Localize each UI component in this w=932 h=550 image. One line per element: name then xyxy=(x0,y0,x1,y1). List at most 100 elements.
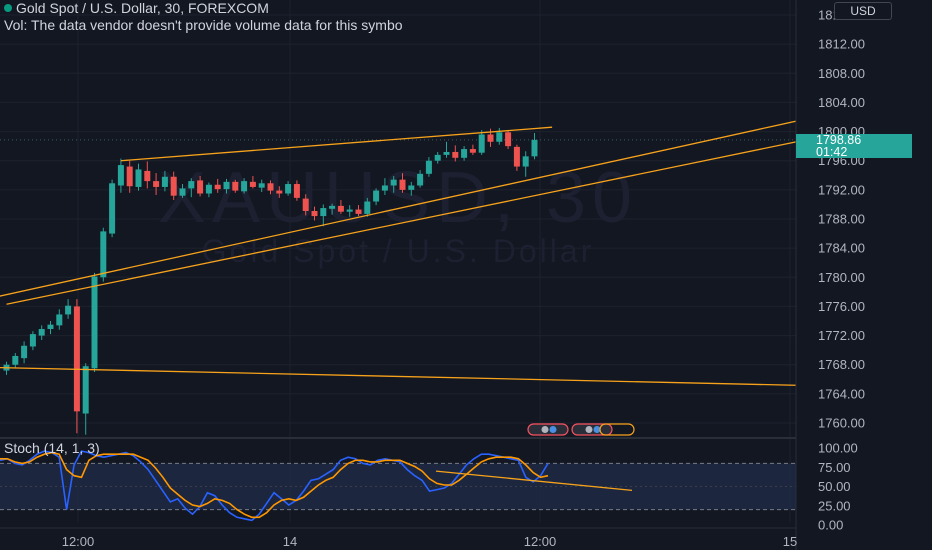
price-tick-label: 1784.00 xyxy=(818,241,865,256)
price-tick-label: 1792.00 xyxy=(818,182,865,197)
price-tick-label: 1788.00 xyxy=(818,212,865,227)
candle-body xyxy=(364,201,371,214)
candle-body xyxy=(452,151,459,158)
candle-body xyxy=(117,165,124,186)
candle-body xyxy=(285,184,292,194)
price-tick-label: 1768.00 xyxy=(818,357,865,372)
candle-body xyxy=(513,146,520,167)
flag-marker-dot xyxy=(541,426,549,433)
candle-body xyxy=(100,231,107,278)
candle-body xyxy=(135,169,142,187)
candle-body xyxy=(461,149,468,158)
candle-body xyxy=(408,185,415,190)
candle-body xyxy=(170,176,177,196)
time-tick-label: 14 xyxy=(283,534,297,549)
candle-body xyxy=(496,132,503,142)
candle-body xyxy=(373,190,380,202)
lower-channel-line xyxy=(6,135,826,305)
trend-drawings xyxy=(0,114,887,388)
bar-countdown: 01:42 xyxy=(816,145,848,159)
candle-body xyxy=(197,180,204,194)
candle-body xyxy=(381,185,388,191)
candle-body xyxy=(443,151,450,155)
candle-body xyxy=(91,276,98,369)
flag-marker-dot xyxy=(585,426,593,433)
candle-body xyxy=(346,209,353,212)
price-tick-label: 1780.00 xyxy=(818,270,865,285)
last-price-label: 1798.86 01:42 xyxy=(796,134,912,158)
candle-body xyxy=(144,170,151,182)
candle-body xyxy=(249,181,256,187)
price-tick-label: 1808.00 xyxy=(818,66,865,81)
upper-trendline-top xyxy=(120,126,553,162)
candle-body xyxy=(293,184,300,198)
candle-body xyxy=(188,181,195,189)
candle-body xyxy=(505,132,512,147)
price-tick-label: 1760.00 xyxy=(818,416,865,431)
stoch-tick-label: 75.00 xyxy=(818,460,851,475)
candle-body xyxy=(241,181,248,192)
candle-body xyxy=(179,188,186,196)
candle-body xyxy=(417,173,424,186)
candle-body xyxy=(47,324,54,330)
price-tick-label: 1764.00 xyxy=(818,386,865,401)
candle-body xyxy=(126,166,133,187)
candle-body xyxy=(487,134,494,142)
candle-body xyxy=(267,183,274,191)
stoch-series-d xyxy=(0,451,549,519)
price-tick-label: 1772.00 xyxy=(818,328,865,343)
time-tick-label: 12:00 xyxy=(62,534,95,549)
stoch-trendline xyxy=(435,470,633,491)
grid-lines xyxy=(0,0,796,522)
price-axis-bg xyxy=(796,0,932,550)
candle-body xyxy=(73,306,80,412)
candle-body xyxy=(12,355,19,365)
candle-body xyxy=(302,198,309,211)
flag-marker-dot xyxy=(593,426,601,433)
flag-marker-icon xyxy=(599,423,635,436)
candle-body xyxy=(205,184,212,194)
time-tick-label: 12:00 xyxy=(524,534,557,549)
stoch-tick-label: 50.00 xyxy=(818,479,851,494)
horizontal-support-line xyxy=(0,366,887,388)
candle-body xyxy=(161,176,168,187)
last-price-value: 1798.86 xyxy=(816,133,862,147)
stoch-tick-label: 25.00 xyxy=(818,498,851,513)
candle-body xyxy=(355,209,362,214)
candle-body xyxy=(82,366,89,414)
candle-body xyxy=(311,210,318,217)
event-markers xyxy=(527,423,635,436)
candle-body xyxy=(320,208,327,217)
candle-body xyxy=(29,334,36,347)
price-axis: 1816.001812.001808.001804.001800.001796.… xyxy=(795,0,932,550)
candle-body xyxy=(425,160,432,174)
stoch-series-k xyxy=(0,450,549,522)
candle-body xyxy=(434,154,441,161)
candle-body xyxy=(522,156,529,167)
price-tick-label: 1812.00 xyxy=(818,37,865,52)
candle-body xyxy=(469,149,476,153)
candle-body xyxy=(337,205,344,212)
candle-body xyxy=(399,179,406,190)
time-axis: 12:00 14 12:00 15 xyxy=(0,527,797,549)
candle-body xyxy=(478,134,485,153)
watermark-symbol: XAUUSD, 30 xyxy=(158,158,638,238)
candle-body xyxy=(531,139,538,157)
candle-body xyxy=(214,184,221,190)
candle-body xyxy=(65,305,72,315)
upper-channel-line xyxy=(0,114,826,297)
candle-body xyxy=(390,179,397,186)
candle-body xyxy=(232,181,239,191)
currency-button[interactable]: USD xyxy=(834,2,892,20)
time-tick-label: 15 xyxy=(783,534,797,549)
candle-body xyxy=(223,181,230,190)
candle-body xyxy=(276,190,283,194)
candle-body xyxy=(21,345,28,359)
candle-body xyxy=(109,183,116,234)
candle-body xyxy=(153,181,160,187)
stoch-tick-label: 100.00 xyxy=(818,441,858,456)
candle-body xyxy=(329,205,336,209)
price-tick-label: 1804.00 xyxy=(818,95,865,110)
